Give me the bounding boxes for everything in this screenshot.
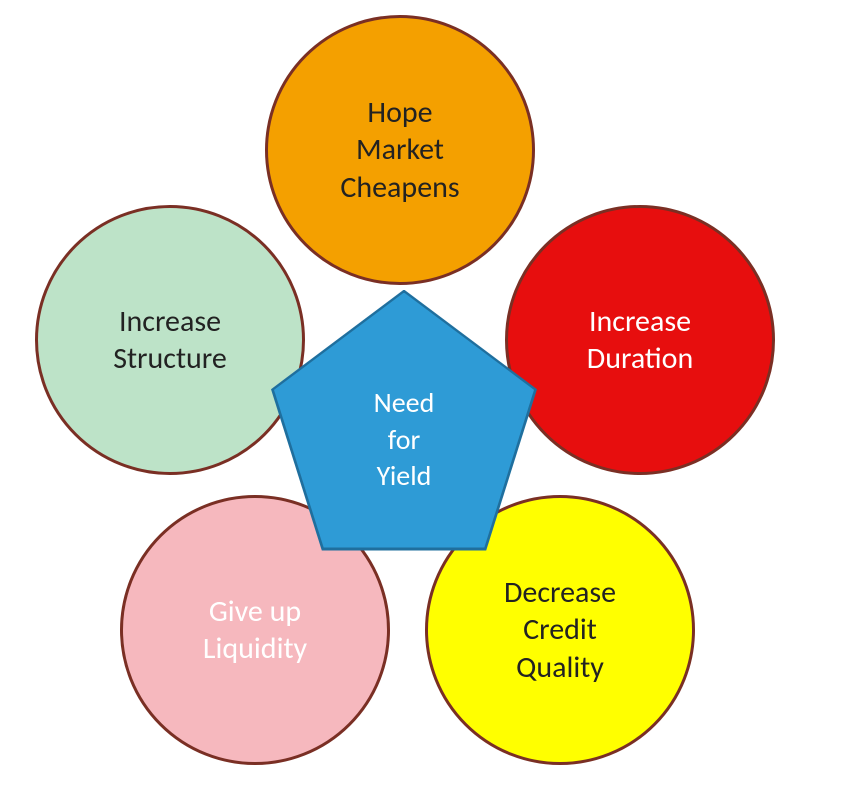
circle-increase-structure: Increase Structure [35, 205, 305, 475]
diagram-stage: Hope Market Cheapens Increase Duration D… [0, 0, 848, 805]
circle-hope-market-cheapens: Hope Market Cheapens [265, 15, 535, 285]
center-pentagon: Need for Yield [274, 293, 534, 548]
circle-increase-duration: Increase Duration [505, 205, 775, 475]
